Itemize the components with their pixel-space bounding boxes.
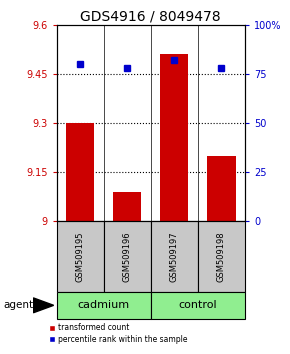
Bar	[66, 123, 94, 221]
Text: agent: agent	[3, 300, 33, 310]
Bar	[160, 54, 188, 221]
FancyBboxPatch shape	[104, 221, 151, 292]
FancyBboxPatch shape	[57, 221, 104, 292]
Text: control: control	[179, 300, 217, 310]
Text: cadmium: cadmium	[78, 300, 130, 310]
Title: GDS4916 / 8049478: GDS4916 / 8049478	[81, 10, 221, 24]
FancyBboxPatch shape	[151, 292, 245, 319]
Legend: transformed count, percentile rank within the sample: transformed count, percentile rank withi…	[46, 320, 191, 347]
FancyBboxPatch shape	[57, 292, 151, 319]
Polygon shape	[33, 298, 54, 313]
Text: GSM509197: GSM509197	[170, 231, 179, 282]
Text: GSM509198: GSM509198	[217, 231, 226, 282]
Text: GSM509196: GSM509196	[123, 231, 132, 282]
FancyBboxPatch shape	[198, 221, 245, 292]
Bar	[207, 156, 235, 221]
FancyBboxPatch shape	[151, 221, 198, 292]
Text: GSM509195: GSM509195	[76, 232, 85, 282]
Bar	[113, 192, 142, 221]
